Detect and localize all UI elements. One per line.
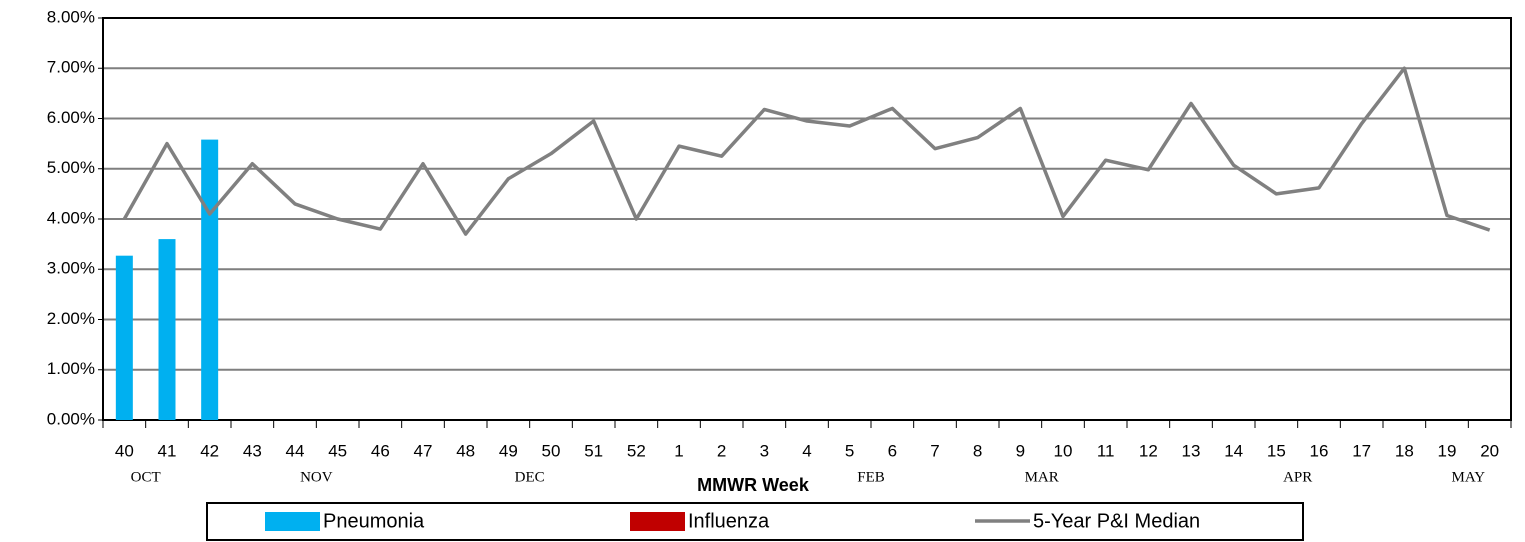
x-tick-label: 50 (542, 441, 561, 460)
x-tick-label: 40 (115, 441, 134, 460)
x-tick-label: 4 (802, 441, 811, 460)
x-tick-label: 48 (456, 441, 475, 460)
y-tick-label: 4.00% (47, 208, 95, 227)
y-tick-label: 1.00% (47, 359, 95, 378)
bar (158, 239, 176, 420)
x-tick-label: 7 (930, 441, 939, 460)
legend-label: 5-Year P&I Median (1033, 510, 1200, 532)
x-tick-label: 46 (371, 441, 390, 460)
x-tick-label: 41 (158, 441, 177, 460)
x-tick-label: 15 (1267, 441, 1286, 460)
x-tick-label: 3 (760, 441, 769, 460)
x-tick-label: 14 (1224, 441, 1243, 460)
x-tick-label: 2 (717, 441, 726, 460)
x-tick-label: 16 (1310, 441, 1329, 460)
month-label: MAR (1025, 469, 1059, 485)
y-tick-label: 8.00% (47, 7, 95, 26)
x-tick-label: 52 (627, 441, 646, 460)
x-tick-label: 19 (1438, 441, 1457, 460)
y-tick-label: 7.00% (47, 58, 95, 77)
y-tick-label: 6.00% (47, 108, 95, 127)
legend-swatch (630, 512, 685, 531)
month-label: MAY (1452, 469, 1486, 485)
x-tick-label: 44 (286, 441, 305, 460)
y-tick-label: 3.00% (47, 259, 95, 278)
x-tick-label: 51 (584, 441, 603, 460)
x-tick-label: 8 (973, 441, 982, 460)
x-tick-label: 13 (1182, 441, 1201, 460)
bar (201, 139, 219, 421)
x-tick-label: 6 (888, 441, 897, 460)
x-tick-label: 9 (1016, 441, 1025, 460)
legend-box (206, 502, 1304, 541)
x-tick-label: 20 (1480, 441, 1499, 460)
bar (115, 255, 133, 420)
x-tick-label: 47 (414, 441, 433, 460)
x-tick-label: 45 (328, 441, 347, 460)
x-tick-label: 12 (1139, 441, 1158, 460)
x-tick-label: 18 (1395, 441, 1414, 460)
month-label: APR (1283, 469, 1312, 485)
x-tick-label: 1 (674, 441, 683, 460)
x-tick-label: 17 (1352, 441, 1371, 460)
x-tick-label: 49 (499, 441, 518, 460)
plot-border (102, 17, 1512, 421)
y-tick-label: 5.00% (47, 158, 95, 177)
legend-swatch (265, 512, 320, 531)
month-label: NOV (300, 469, 333, 485)
x-axis-title: MMWR Week (697, 475, 810, 495)
x-tick-label: 42 (200, 441, 219, 460)
legend-label: Pneumonia (323, 510, 425, 532)
month-label: FEB (857, 469, 885, 485)
x-tick-label: 5 (845, 441, 854, 460)
chart-frame (0, 0, 1520, 492)
y-tick-label: 0.00% (47, 409, 95, 428)
x-tick-label: 43 (243, 441, 262, 460)
month-label: OCT (131, 469, 161, 485)
month-label: DEC (515, 469, 545, 485)
median-line (122, 66, 1491, 236)
legend-label: Influenza (688, 510, 770, 532)
x-tick-label: 10 (1054, 441, 1073, 460)
y-tick-label: 2.00% (47, 309, 95, 328)
x-tick-label: 11 (1097, 441, 1115, 460)
